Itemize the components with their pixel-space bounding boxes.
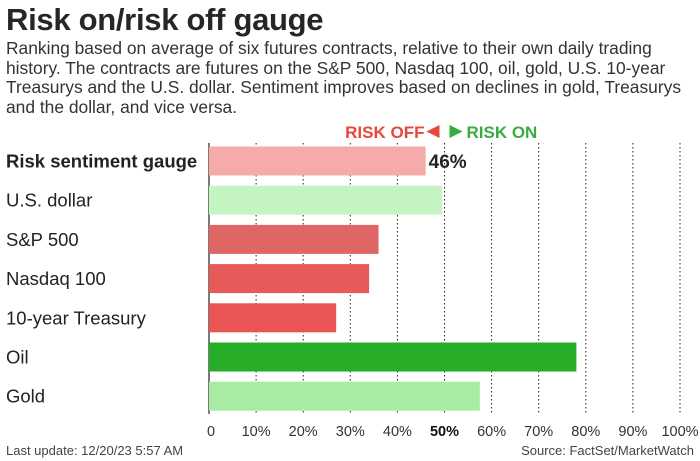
tick-label: 40%	[383, 424, 412, 440]
risk-off-label: RISK OFF	[345, 123, 424, 142]
chart-title: Risk on/risk off gauge	[6, 2, 324, 37]
tick-label: 70%	[524, 424, 553, 440]
last-update: Last update: 12/20/23 5:57 AM	[6, 443, 184, 458]
bar	[209, 303, 337, 333]
bar	[209, 264, 370, 294]
category-label: 10-year Treasury	[6, 307, 147, 328]
source-credit: Source: FactSet/MarketWatch	[521, 443, 694, 458]
risk-on-arrow-icon	[449, 125, 463, 138]
chart-subtitle: Ranking based on average of six futures …	[6, 38, 682, 117]
category-label: Gold	[6, 386, 45, 407]
tick-label: 80%	[571, 424, 600, 440]
tick-label: 60%	[477, 424, 506, 440]
data-label: 46%	[429, 152, 467, 173]
category-label: Oil	[6, 347, 29, 368]
risk-off-arrow-icon	[426, 125, 440, 138]
bar	[209, 342, 577, 372]
tick-label: 90%	[618, 424, 647, 440]
category-label: S&P 500	[6, 229, 79, 250]
category-labels: Risk sentiment gauge U.S. dollar S&P 500 Na…	[6, 151, 197, 407]
bars: 46%	[209, 146, 577, 411]
tick-label: 10%	[242, 424, 271, 440]
tick-label: 20%	[289, 424, 318, 440]
bar	[209, 146, 426, 176]
tick-label: 100%	[661, 424, 698, 440]
risk-on-label: RISK ON	[467, 123, 538, 142]
direction-legend: RISK OFF RISK ON	[345, 123, 537, 142]
bar	[209, 185, 443, 215]
bar	[209, 381, 480, 411]
category-label: U.S. dollar	[6, 190, 92, 211]
bar	[209, 224, 379, 254]
category-label: Risk sentiment gauge	[6, 151, 197, 172]
tick-label: 30%	[336, 424, 365, 440]
tick-label: 50%	[430, 424, 459, 440]
tick-label: 0	[207, 424, 215, 440]
category-label: Nasdaq 100	[6, 268, 106, 289]
x-axis-ticks: 0 10% 20% 30% 40% 50% 60% 70% 80% 90% 100%	[207, 424, 699, 440]
